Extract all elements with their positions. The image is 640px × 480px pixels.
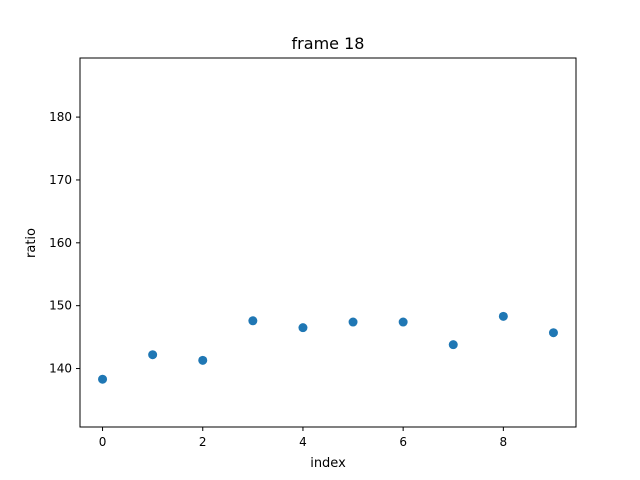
y-axis-ticks: 140 150 160 170 180 xyxy=(49,110,80,376)
data-point xyxy=(298,323,308,333)
data-point xyxy=(348,317,358,327)
y-tick-label: 170 xyxy=(49,173,72,187)
data-point xyxy=(98,374,108,384)
y-tick-label: 160 xyxy=(49,236,72,250)
y-axis-label: ratio xyxy=(24,228,39,258)
y-tick-label: 140 xyxy=(49,362,72,376)
y-tick-label: 180 xyxy=(49,110,72,124)
data-points xyxy=(98,311,558,384)
x-tick-label: 2 xyxy=(199,435,207,449)
y-tick-label: 150 xyxy=(49,299,72,313)
data-point xyxy=(448,340,458,350)
x-tick-label: 0 xyxy=(99,435,107,449)
data-point xyxy=(498,311,508,321)
data-point xyxy=(398,317,408,327)
chart-title: frame 18 xyxy=(292,34,365,53)
x-axis-label: index xyxy=(310,456,346,471)
x-axis-ticks: 0 2 4 6 8 xyxy=(99,427,507,449)
plot-frame xyxy=(79,57,577,428)
x-tick-label: 6 xyxy=(399,435,407,449)
x-tick-label: 4 xyxy=(299,435,307,449)
data-point xyxy=(248,316,258,326)
data-point xyxy=(198,355,208,365)
x-tick-label: 8 xyxy=(500,435,508,449)
data-point xyxy=(148,350,158,360)
data-point xyxy=(548,328,558,338)
